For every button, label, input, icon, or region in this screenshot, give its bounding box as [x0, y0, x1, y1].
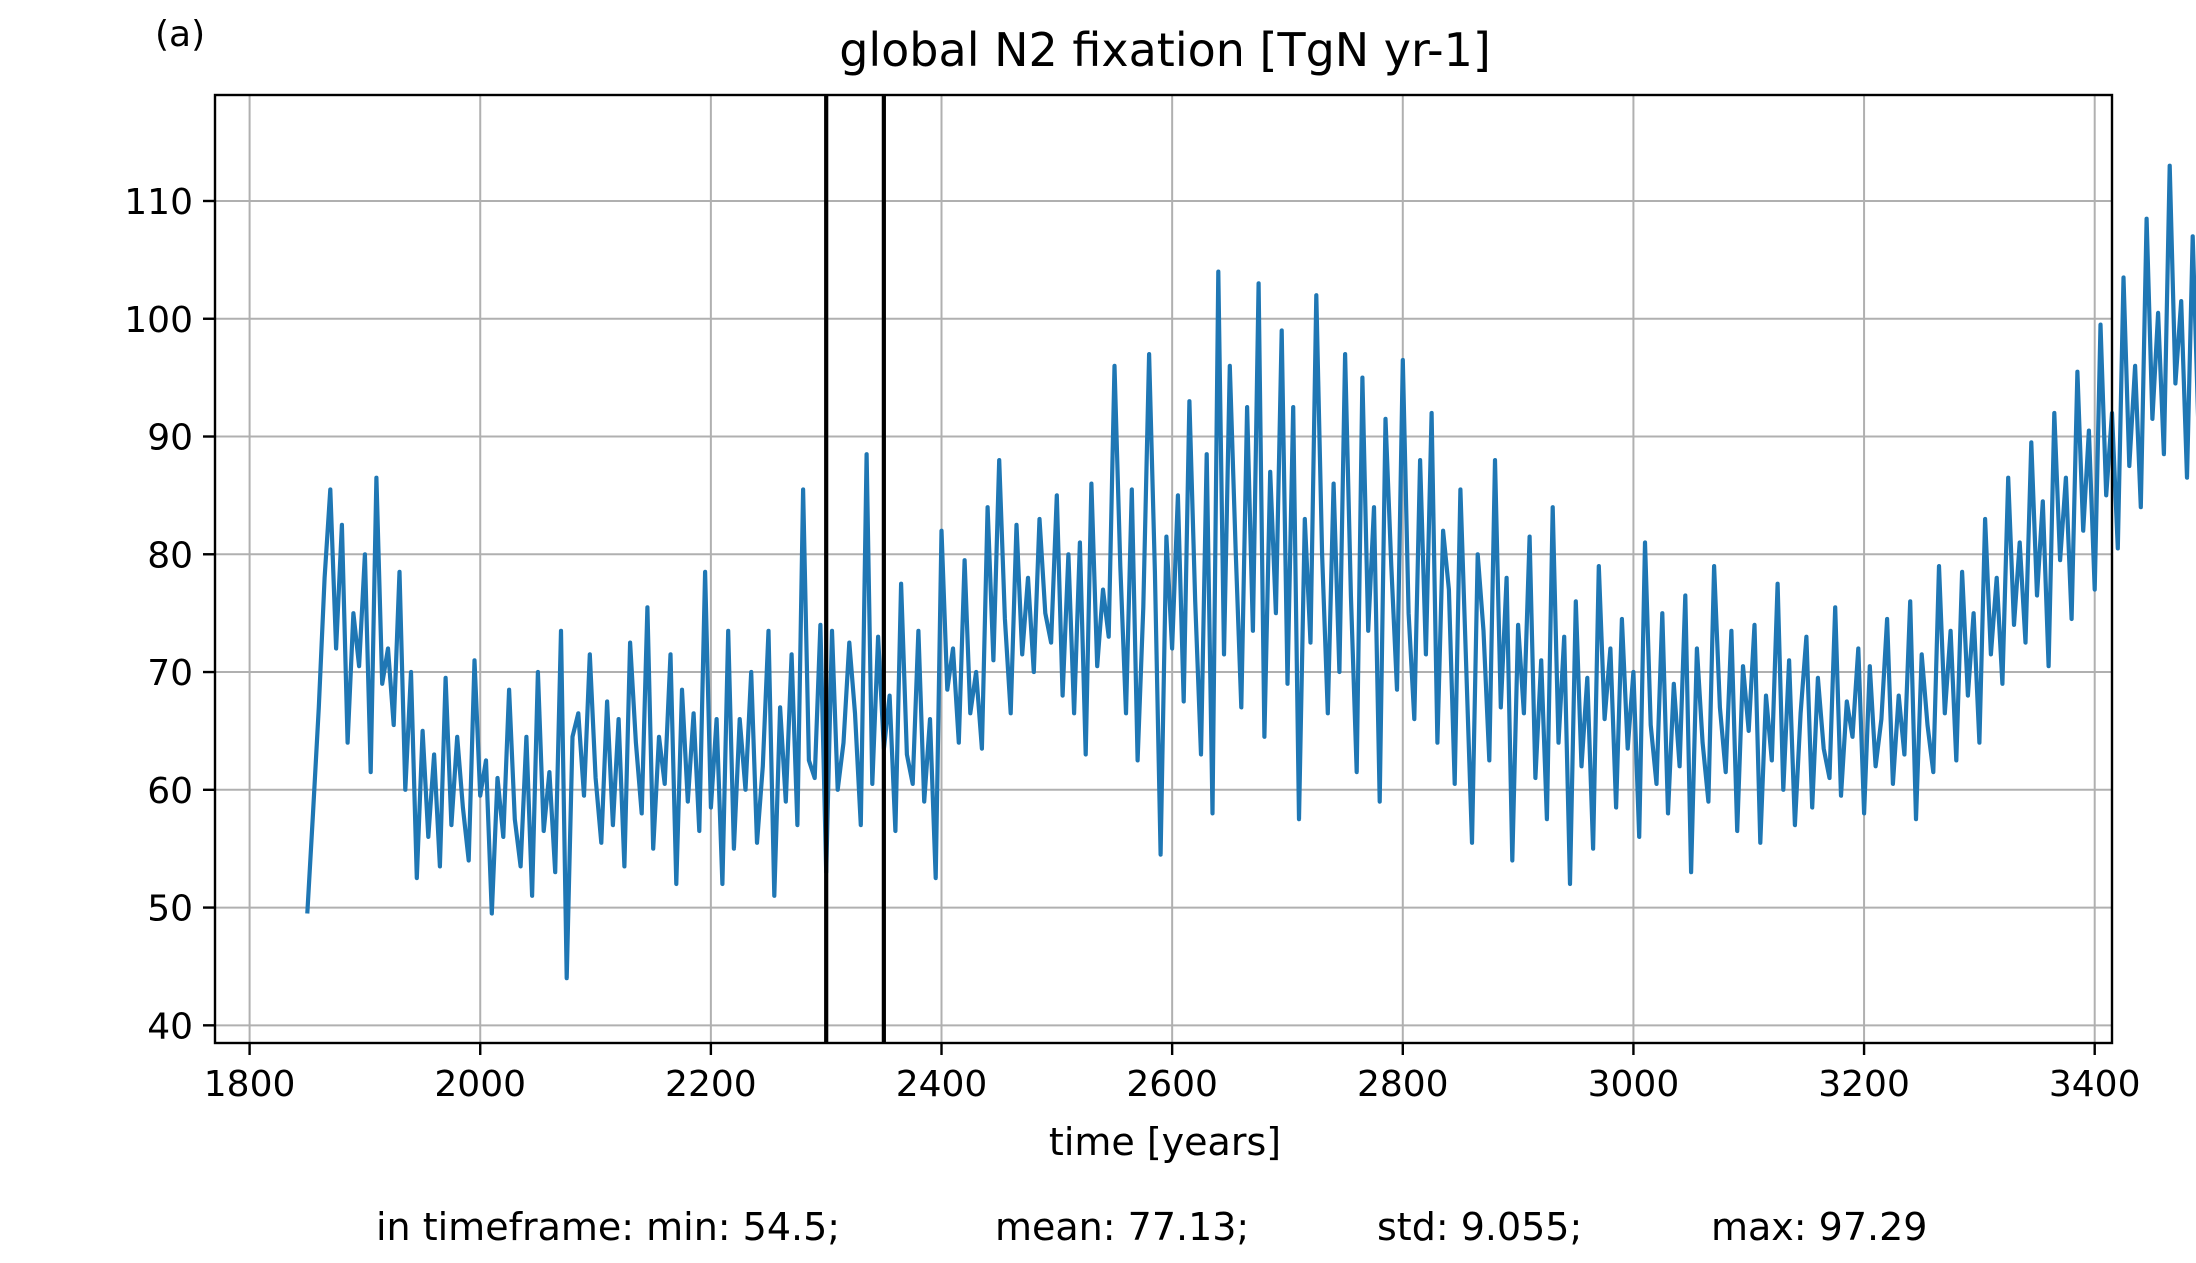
series-line	[305, 163, 2196, 981]
x-tick-label: 2000	[434, 1064, 526, 1105]
x-tick-label: 1800	[204, 1064, 296, 1105]
stats-min: in timeframe: min: 54.5;	[376, 1205, 840, 1249]
x-tick-label: 3000	[1588, 1064, 1680, 1105]
x-tick-label: 3200	[1818, 1064, 1910, 1105]
plot-frame	[213, 93, 2114, 1045]
stats-mean: mean: 77.13;	[995, 1205, 1249, 1249]
x-tick-label: 2400	[896, 1064, 988, 1105]
y-tick-label: 40	[147, 1006, 193, 1047]
stats-std: std: 9.055;	[1377, 1205, 1582, 1249]
y-tick-label: 50	[147, 889, 193, 930]
x-axis-label: time [years]	[1049, 1120, 1281, 1164]
y-tick-label: 80	[147, 535, 193, 576]
x-tick-label: 2800	[1357, 1064, 1449, 1105]
y-tick-label: 100	[124, 300, 193, 341]
y-tick-label: 70	[147, 653, 193, 694]
panel-label: (a)	[155, 14, 205, 55]
x-axis-ticks: 1800 2000 2200 2400 2600 2800 3000 3200 3400	[204, 1043, 2141, 1105]
y-axis-ticks: 40 50 60 70 80 90 100 110	[124, 182, 215, 1047]
y-tick-label: 60	[147, 771, 193, 812]
x-tick-label: 3400	[2049, 1064, 2141, 1105]
y-tick-label: 90	[147, 418, 193, 459]
x-tick-label: 2600	[1126, 1064, 1218, 1105]
stats-max: max: 97.29	[1711, 1205, 1927, 1249]
chart-title: global N2 fixation [TgN yr-1]	[839, 23, 1491, 77]
x-tick-label: 2200	[665, 1064, 757, 1105]
timeframe-markers	[824, 95, 886, 1043]
y-tick-label: 110	[124, 182, 193, 223]
grid-lines	[215, 95, 2112, 1043]
plot-area	[305, 163, 2196, 981]
